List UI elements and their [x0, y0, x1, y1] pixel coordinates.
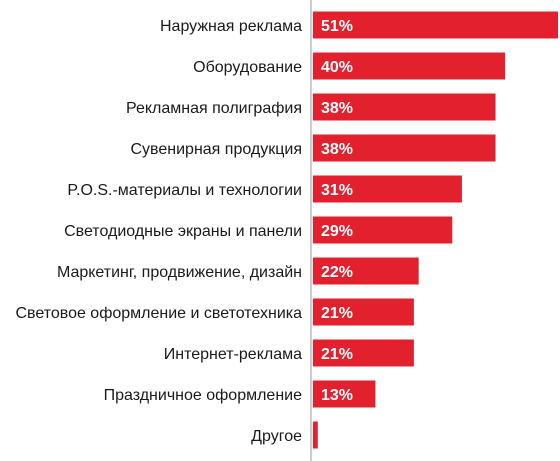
category-label: Наружная реклама [160, 18, 302, 35]
bar [313, 380, 376, 408]
category-label: Рекламная полиграфия [126, 100, 302, 117]
bar [313, 52, 506, 80]
value-label: 29% [321, 223, 353, 240]
bar [313, 339, 414, 367]
bar [313, 298, 414, 326]
category-label: Сувенирная продукция [131, 141, 303, 158]
value-label: 31% [321, 182, 353, 199]
value-label: 22% [321, 264, 353, 281]
category-label: P.O.S.-материалы и технологии [67, 182, 302, 199]
bar [313, 216, 453, 244]
bar [313, 134, 496, 162]
bar [313, 421, 318, 449]
value-label: 38% [321, 100, 353, 117]
category-label: Другое [251, 428, 302, 445]
bar [313, 257, 419, 285]
bar [313, 175, 462, 203]
value-label: 21% [321, 346, 353, 363]
bars-group: Наружная реклама 51% Оборудование 40% Реклам… [15, 11, 558, 449]
category-label: Интернет-реклама [164, 346, 302, 363]
bar [313, 11, 558, 39]
value-label: 38% [321, 141, 353, 158]
category-label: Оборудование [193, 59, 302, 76]
category-label: Маркетинг, продвижение, дизайн [57, 264, 302, 281]
value-label: 51% [321, 18, 353, 35]
category-label: Светодиодные экраны и панели [64, 223, 302, 240]
category-label: Праздничное оформление [104, 387, 302, 404]
value-label: 13% [321, 387, 353, 404]
value-label: 40% [321, 59, 353, 76]
value-label: 21% [321, 305, 353, 322]
category-label: Световое оформление и светотехника [15, 305, 302, 322]
bar [313, 93, 496, 121]
